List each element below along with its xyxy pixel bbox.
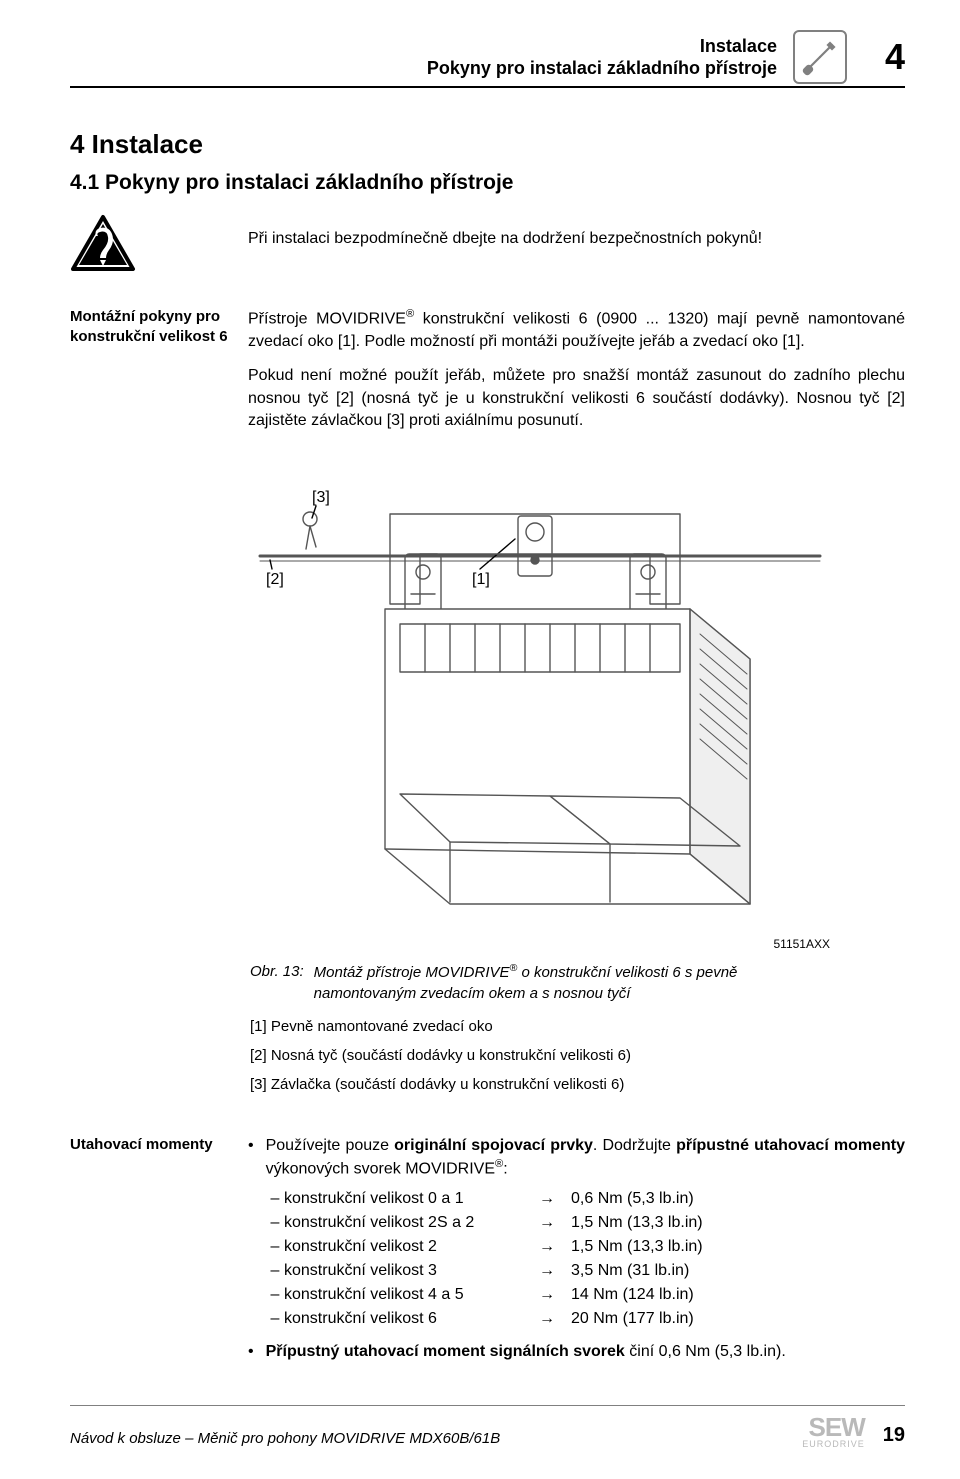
torque-row: –konstrukční velikost 6→20 Nm (177 lb.in… bbox=[266, 1307, 905, 1331]
arrow-icon: → bbox=[539, 1235, 571, 1259]
torque-intro-a: Používejte pouze bbox=[266, 1137, 395, 1154]
mount-p2: Pokud není možné použít jeřáb, můžete pr… bbox=[248, 365, 905, 432]
torque-row-label: konstrukční velikost 2 bbox=[284, 1235, 539, 1259]
registered-mark: ® bbox=[406, 308, 414, 320]
torque-row-value: 20 Nm (177 lb.in) bbox=[571, 1307, 905, 1331]
arrow-icon: → bbox=[539, 1259, 571, 1283]
torque-closing: Přípustný utahovací moment signálních sv… bbox=[248, 1341, 905, 1363]
torque-intro: Používejte pouze originální spojovací pr… bbox=[248, 1135, 905, 1181]
svg-text:[2]: [2] bbox=[266, 571, 284, 588]
page-header: Instalace Pokyny pro instalaci základníh… bbox=[70, 30, 905, 84]
torque-intro-c: . Dodržujte bbox=[593, 1137, 676, 1154]
figure-caption-a: Montáž přístroje MOVIDRIVE bbox=[314, 964, 510, 981]
dash: – bbox=[266, 1187, 284, 1211]
header-rule bbox=[70, 86, 905, 88]
warning-text: Při instalaci bezpodmínečně dbejte na do… bbox=[248, 228, 905, 250]
sew-logo: SEW EURODRIVE bbox=[802, 1414, 865, 1449]
torque-intro-b: originální spojovací prvky bbox=[394, 1137, 593, 1154]
torque-row: –konstrukční velikost 2S a 2→1,5 Nm (13,… bbox=[266, 1211, 905, 1235]
torque-intro-f: : bbox=[503, 1160, 507, 1177]
warning-icon bbox=[70, 214, 136, 272]
torque-row-value: 14 Nm (124 lb.in) bbox=[571, 1283, 905, 1307]
torque-label: Utahovací momenty bbox=[70, 1135, 230, 1155]
torque-row: –konstrukční velikost 0 a 1→0,6 Nm (5,3 … bbox=[266, 1187, 905, 1211]
torque-closing-a: Přípustný utahovací moment signálních sv… bbox=[266, 1343, 625, 1360]
dash: – bbox=[266, 1259, 284, 1283]
torque-closing-b: činí 0,6 Nm (5,3 lb.in). bbox=[625, 1343, 786, 1360]
torque-row-label: konstrukční velikost 4 a 5 bbox=[284, 1283, 539, 1307]
torque-row-value: 3,5 Nm (31 lb.in) bbox=[571, 1259, 905, 1283]
sew-logo-bottom: EURODRIVE bbox=[802, 1440, 865, 1449]
header-title-2: Pokyny pro instalaci základního přístroj… bbox=[427, 57, 777, 80]
torque-row: –konstrukční velikost 4 a 5→14 Nm (124 l… bbox=[266, 1283, 905, 1307]
torque-row-label: konstrukční velikost 2S a 2 bbox=[284, 1211, 539, 1235]
mount-p1a: Přístroje MOVIDRIVE bbox=[248, 311, 406, 328]
arrow-icon: → bbox=[539, 1187, 571, 1211]
torque-row-value: 0,6 Nm (5,3 lb.in) bbox=[571, 1187, 905, 1211]
arrow-icon: → bbox=[539, 1211, 571, 1235]
figure-13: [3] [2] [1] bbox=[250, 464, 830, 1003]
legend-item: [1] Pevně namontované zvedací oko bbox=[250, 1016, 905, 1037]
legend-item: [3] Závlačka (součástí dodávky u konstru… bbox=[250, 1074, 905, 1095]
figure-caption-text: Montáž přístroje MOVIDRIVE® o konstrukčn… bbox=[314, 961, 830, 1004]
torque-table: –konstrukční velikost 0 a 1→0,6 Nm (5,3 … bbox=[266, 1187, 905, 1331]
dash: – bbox=[266, 1283, 284, 1307]
sew-logo-top: SEW bbox=[802, 1414, 865, 1440]
torque-row-label: konstrukční velikost 0 a 1 bbox=[284, 1187, 539, 1211]
page-footer: Návod k obsluze – Měnič pro pohony MOVID… bbox=[70, 1405, 905, 1449]
section-h1: 4 Instalace bbox=[70, 126, 905, 162]
screwdriver-icon bbox=[793, 30, 847, 84]
header-title-1: Instalace bbox=[427, 35, 777, 58]
dash: – bbox=[266, 1211, 284, 1235]
mount-p1: Přístroje MOVIDRIVE® konstrukční velikos… bbox=[248, 307, 905, 353]
svg-text:[1]: [1] bbox=[472, 571, 490, 588]
footer-text: Návod k obsluze – Měnič pro pohony MOVID… bbox=[70, 1428, 500, 1449]
svg-text:[3]: [3] bbox=[312, 489, 330, 506]
figure-caption-id: Obr. 13: bbox=[250, 961, 304, 1004]
arrow-icon: → bbox=[539, 1307, 571, 1331]
torque-row: –konstrukční velikost 3→3,5 Nm (31 lb.in… bbox=[266, 1259, 905, 1283]
torque-row-label: konstrukční velikost 3 bbox=[284, 1259, 539, 1283]
torque-row-value: 1,5 Nm (13,3 lb.in) bbox=[571, 1235, 905, 1259]
figure-legend: [1] Pevně namontované zvedací oko [2] No… bbox=[250, 1016, 905, 1095]
dash: – bbox=[266, 1235, 284, 1259]
mount-label: Montážní pokyny pro konstrukční velikost… bbox=[70, 307, 230, 346]
arrow-icon: → bbox=[539, 1283, 571, 1307]
torque-row-label: konstrukční velikost 6 bbox=[284, 1307, 539, 1331]
chapter-number: 4 bbox=[885, 32, 905, 82]
legend-item: [2] Nosná tyč (součástí dodávky u konstr… bbox=[250, 1045, 905, 1066]
torque-intro-d: přípustné utahovací momenty bbox=[676, 1137, 905, 1154]
torque-intro-e: výkonových svorek MOVIDRIVE bbox=[266, 1160, 495, 1177]
torque-row-value: 1,5 Nm (13,3 lb.in) bbox=[571, 1211, 905, 1235]
section-h2: 4.1 Pokyny pro instalaci základního přís… bbox=[70, 168, 905, 197]
figure-ref-code: 51151AXX bbox=[250, 936, 830, 953]
torque-row: –konstrukční velikost 2→1,5 Nm (13,3 lb.… bbox=[266, 1235, 905, 1259]
dash: – bbox=[266, 1307, 284, 1331]
page-number: 19 bbox=[883, 1421, 905, 1449]
